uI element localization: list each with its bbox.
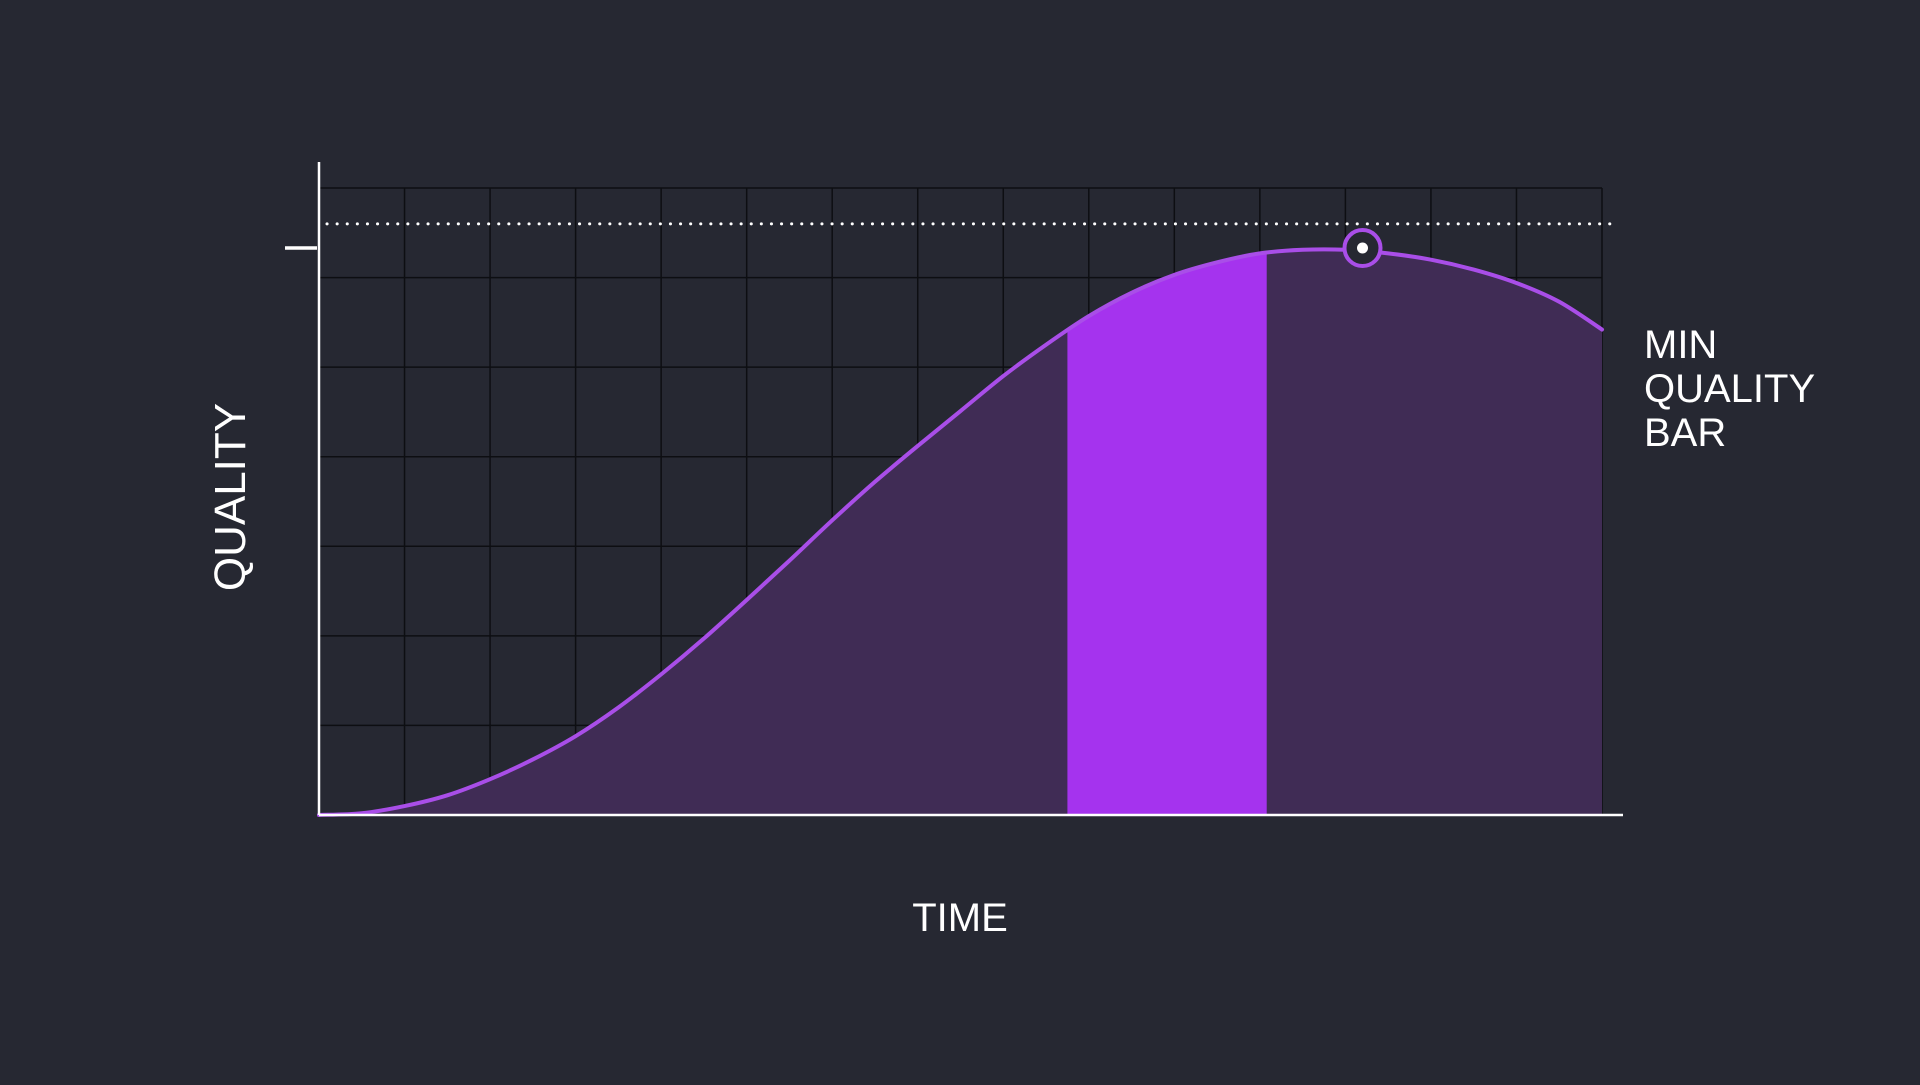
min-quality-label-line-1: MIN bbox=[1644, 323, 1717, 367]
area-under-curve bbox=[319, 249, 1602, 815]
area-layer bbox=[319, 249, 1602, 815]
marker-layer bbox=[1342, 228, 1383, 269]
min-quality-label-line-3: BAR bbox=[1644, 411, 1726, 455]
line-layer bbox=[317, 247, 1604, 817]
min-quality-label-line-2: QUALITY bbox=[1644, 367, 1814, 411]
x-axis-label: TIME bbox=[912, 896, 1008, 940]
peak-marker-dot bbox=[1357, 242, 1369, 254]
axis-layer bbox=[285, 162, 1623, 817]
highlight-band bbox=[1067, 252, 1267, 815]
quality-curve-line bbox=[317, 247, 1604, 817]
y-axis-label: QUALITY bbox=[206, 403, 255, 591]
min-quality-bar-label: MIN QUALITY BAR bbox=[1644, 323, 1826, 455]
